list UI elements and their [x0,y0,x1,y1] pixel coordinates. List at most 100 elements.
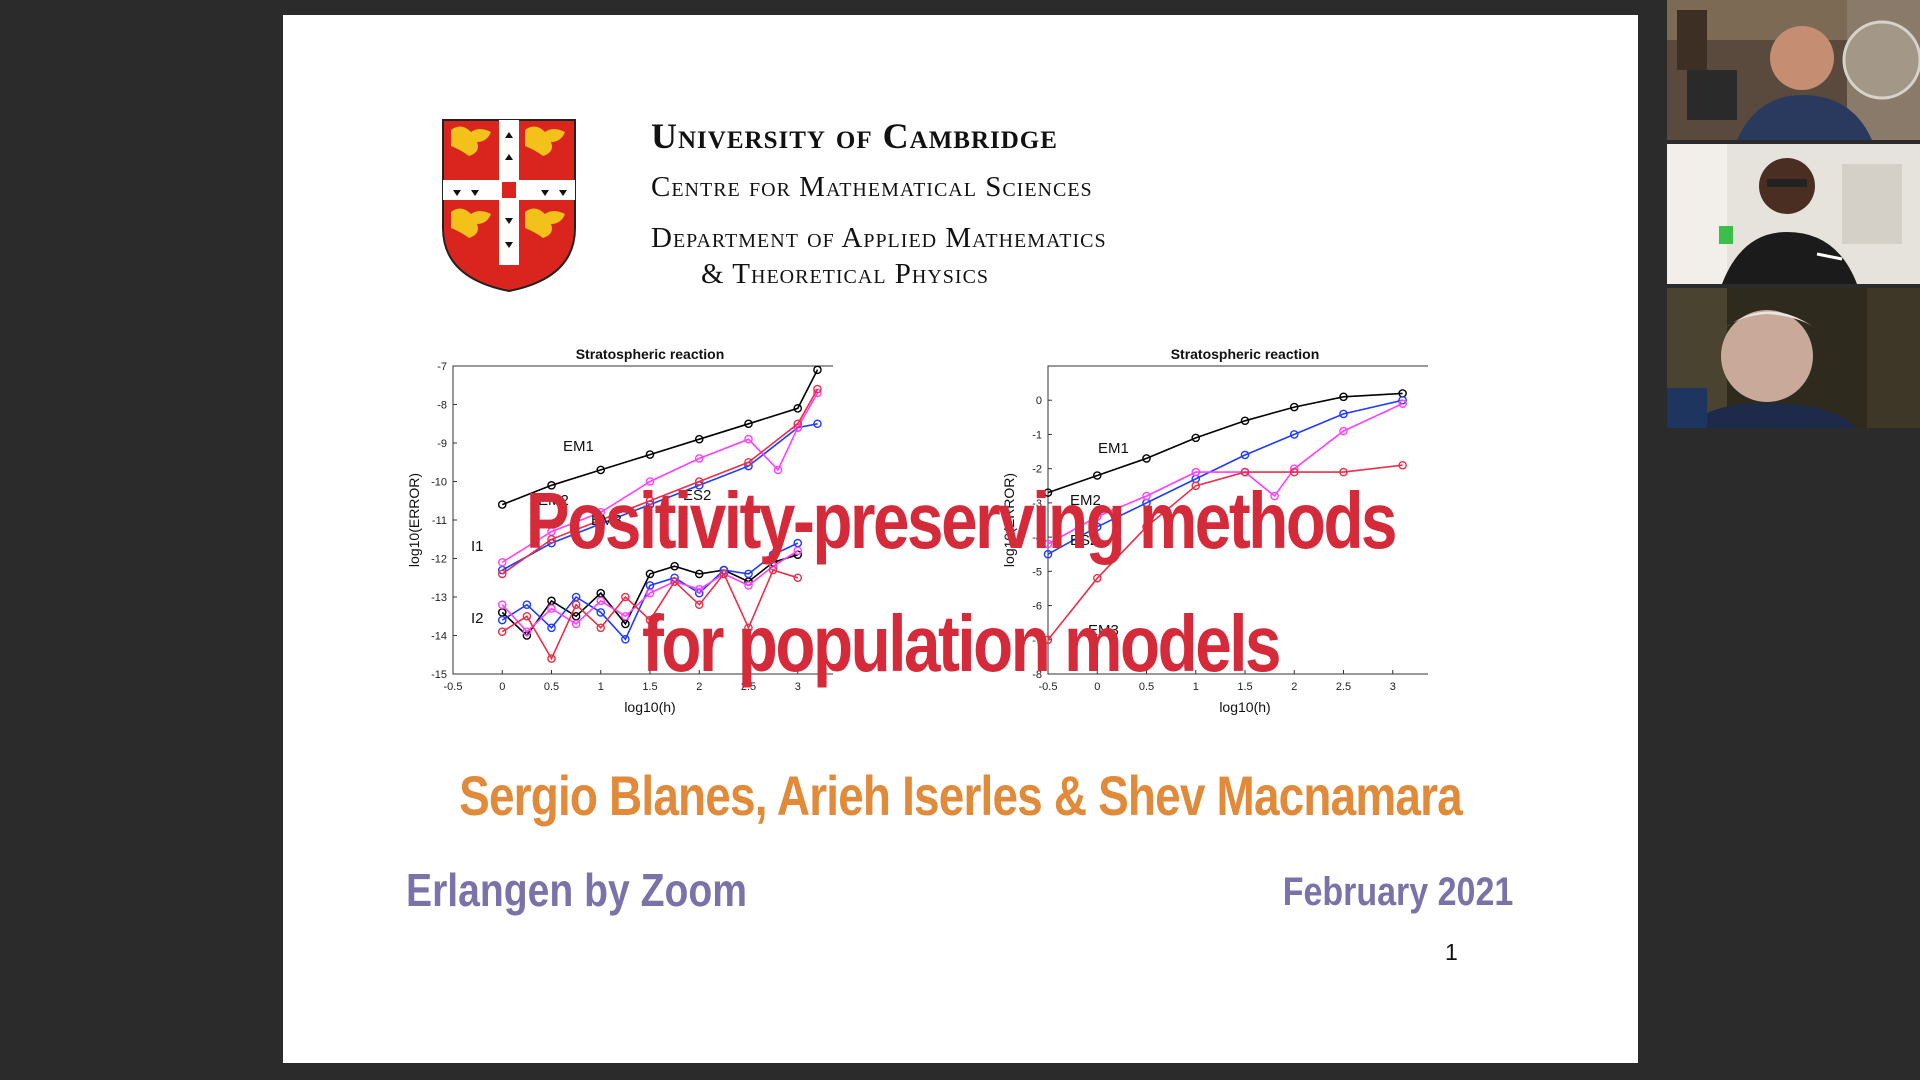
data-point [645,588,655,598]
x-tick-label: 1 [598,681,604,693]
series-annotation: EM3 [591,512,622,529]
data-point [813,419,822,429]
data-point [645,496,655,506]
data-point [1092,512,1102,521]
venue-label: Erlangen by Zoom [406,864,748,916]
data-point [744,623,753,633]
talk-title-line2: for population models [641,599,1282,688]
series-annotation: EM2 [1070,492,1101,509]
presentation-slide: University of Cambridge Centre for Mathe… [283,15,1638,1063]
x-tick-label: 2 [1291,681,1297,693]
data-point [1289,402,1299,412]
y-tick-label: -8 [1032,669,1042,681]
x-tick-label: 2.5 [741,681,756,693]
data-point [694,600,704,610]
data-point [1043,635,1053,645]
participant-video-2 [1667,144,1920,284]
participant-video-tile-3[interactable] [1667,288,1920,428]
data-point [1289,467,1299,477]
data-point [1270,491,1279,501]
data-point [793,573,803,583]
series-annotation: EM1 [1098,440,1129,457]
data-point [1240,416,1250,426]
series-line-3 [1047,464,1403,641]
data-point [547,654,556,663]
data-point [744,434,753,444]
y-tick-label: 0 [1036,395,1042,407]
y-tick-label: -13 [431,592,447,604]
department-name-line2: & Theoretical Physics [701,258,990,290]
data-point [497,615,507,625]
data-point [596,608,606,617]
x-axis-label: log10(h) [624,699,675,715]
y-tick-label: -4 [1032,532,1042,544]
data-point [694,477,704,486]
x-axis-label: log10(h) [1219,699,1270,715]
x-tick-label: -0.5 [444,681,463,693]
data-point [497,569,507,579]
data-point [547,623,556,633]
cambridge-crest-logo [442,119,576,293]
y-tick-label: -3 [1032,498,1042,510]
data-point [497,500,507,509]
series-annotation: EM3 [1088,622,1119,639]
x-tick-label: 0.5 [1139,681,1154,693]
y-tick-label: -6 [1032,601,1042,613]
x-tick-label: 1.5 [642,681,657,693]
data-point [744,569,753,579]
data-point [1398,399,1407,408]
series-annotation: ES2 [1070,532,1098,549]
series-line-6 [501,550,799,633]
data-point [645,615,655,625]
data-point [1289,430,1299,439]
series-annotation: EM1 [563,438,594,455]
data-point [813,365,822,375]
plot-title: Stratospheric reaction [576,346,725,362]
data-point [670,577,679,586]
data-point [1092,471,1102,480]
data-point [571,600,581,610]
data-point [621,635,630,644]
centre-name: Centre for Mathematical Sciences [651,171,1093,203]
data-point [768,550,778,559]
y-tick-label: -2 [1032,464,1042,476]
y-axis-label: log10(ERROR) [406,473,422,567]
data-point [621,611,630,621]
series-line-7 [501,569,799,661]
participant-video-tile-2[interactable] [1667,144,1920,284]
page-number: 1 [1445,939,1458,965]
y-tick-label: -15 [431,669,447,681]
x-tick-label: 3 [1390,681,1396,693]
data-point [670,561,679,571]
data-point [621,592,630,602]
participant-video-tile-1[interactable] [1667,0,1920,140]
data-point [1339,426,1348,436]
data-point [547,604,556,613]
series-annotation: I2 [471,610,484,627]
y-axis-label: log10(ERROR) [1001,473,1017,567]
data-point [596,596,606,606]
data-point [1398,460,1407,470]
date-label: February 2021 [1282,870,1513,914]
data-point [768,565,778,575]
plot-title: Stratospheric reaction [1171,346,1320,362]
data-point [1191,433,1201,443]
x-tick-label: 1.5 [1237,681,1252,693]
data-point [793,546,803,556]
participant-video-3 [1667,288,1920,428]
data-point [694,434,704,444]
y-tick-label: -12 [431,554,447,566]
data-point [547,534,556,544]
data-point [793,404,803,413]
data-point [1339,409,1348,419]
data-point [596,623,606,633]
x-tick-label: 0.5 [544,681,559,693]
data-point [773,465,783,475]
data-point [497,558,507,567]
data-point [497,600,507,610]
x-tick-label: 0 [1094,681,1100,693]
y-tick-label: -7 [1032,635,1042,647]
department-name-line1: Department of Applied Mathematics [651,222,1107,254]
data-point [1240,467,1250,477]
series-line-0 [1047,392,1403,494]
